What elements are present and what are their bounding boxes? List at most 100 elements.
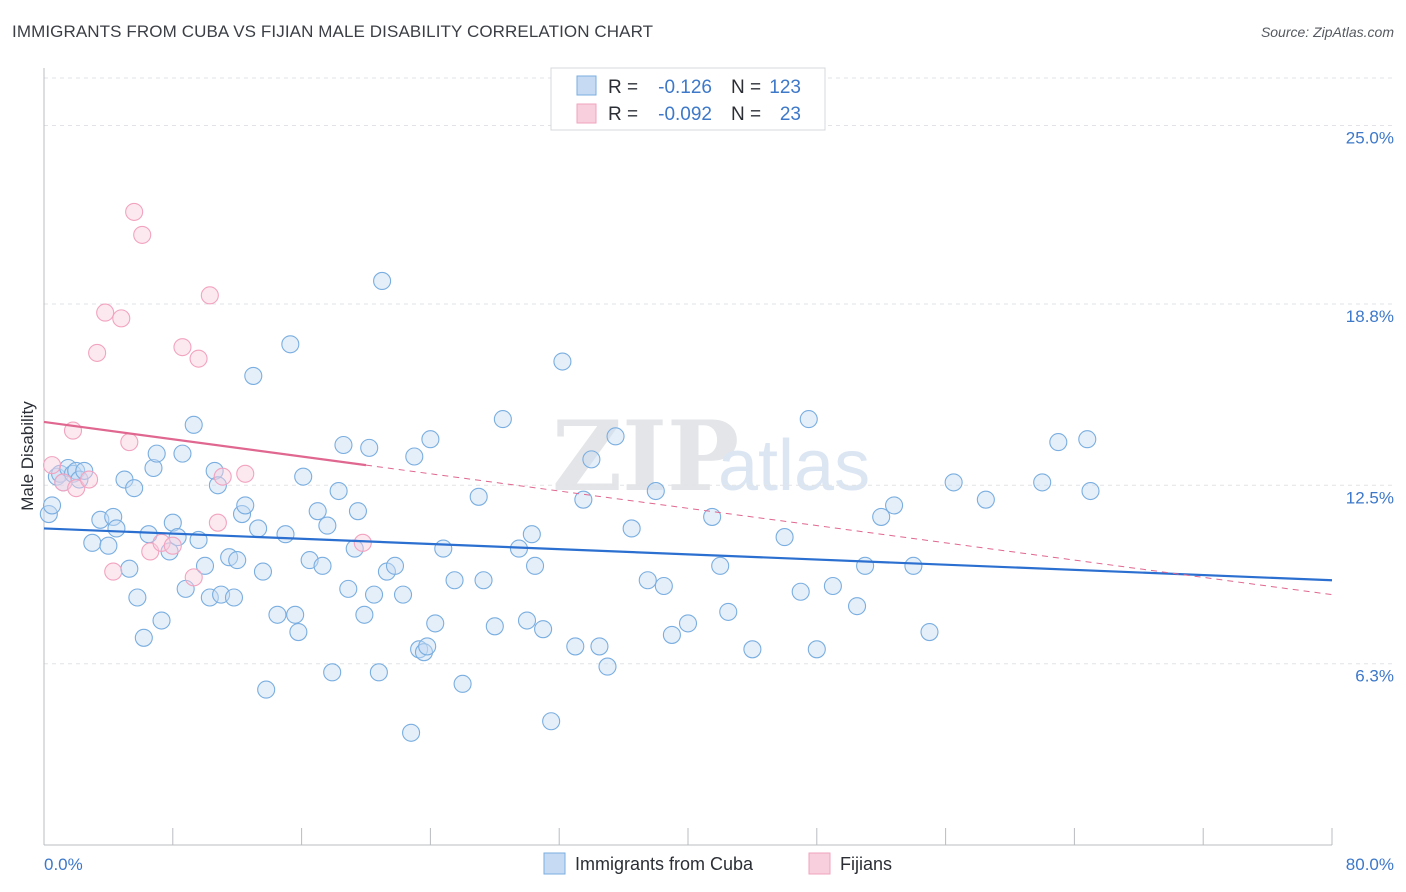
scatter-point xyxy=(257,680,276,699)
scatter-point xyxy=(791,582,810,601)
watermark-atlas: atlas xyxy=(718,426,870,506)
scatter-point xyxy=(534,620,553,639)
scatter-point xyxy=(1078,430,1097,449)
chart-title: IMMIGRANTS FROM CUBA VS FIJIAN MALE DISA… xyxy=(12,22,654,41)
scatter-point xyxy=(678,614,698,633)
scatter-point xyxy=(339,579,358,598)
scatter-point xyxy=(80,470,99,489)
scatter-point xyxy=(308,502,327,521)
scatter-point xyxy=(662,625,681,644)
scatter-point xyxy=(294,467,313,486)
scatter-point xyxy=(622,519,641,538)
trend-line-fijians xyxy=(43,420,367,467)
x-tick-label-max: 80.0% xyxy=(1346,855,1394,874)
scatter-point xyxy=(128,588,147,607)
scatter-point xyxy=(799,410,818,429)
scatter-point xyxy=(445,571,464,590)
scatter-point xyxy=(393,585,413,604)
scatter-point xyxy=(75,461,94,480)
scatter-point xyxy=(421,430,440,449)
trend-lines xyxy=(43,420,1333,596)
scatter-point xyxy=(453,674,472,693)
scatter-point xyxy=(920,622,939,642)
scatter-point xyxy=(184,415,203,434)
scatter-point xyxy=(244,366,263,385)
scatter-point xyxy=(249,519,268,538)
scatter-point xyxy=(152,611,171,630)
scatter-point xyxy=(152,533,171,552)
scatter-point xyxy=(373,271,392,291)
scatter-point xyxy=(253,562,273,581)
scatter-point xyxy=(334,435,353,455)
legend-cuba-r-value: -0.126 xyxy=(658,77,712,98)
scatter-point xyxy=(120,433,139,452)
scatter-point xyxy=(125,479,144,498)
scatter-point xyxy=(42,456,62,475)
scatter-point xyxy=(144,458,163,478)
scatter-point xyxy=(353,533,372,552)
scatter-point xyxy=(522,525,541,544)
scatter-point xyxy=(173,338,192,357)
scatter-point xyxy=(96,303,115,322)
stats-legend: R = -0.126 N = 123 R = -0.092 N = 23 xyxy=(550,67,826,131)
scatter-point xyxy=(42,496,62,515)
legend-fijians-r-label: R = xyxy=(608,104,638,125)
scatter-point xyxy=(872,507,891,526)
scatter-point xyxy=(646,481,665,501)
stats-legend-box xyxy=(550,67,826,131)
y-tick-label: 18.8% xyxy=(1346,307,1394,326)
scatter-point xyxy=(426,614,445,633)
scatter-point xyxy=(104,507,123,526)
scatter-point xyxy=(654,576,673,596)
scatter-point xyxy=(598,657,617,676)
bottom-legend-swatch-cuba xyxy=(543,852,566,875)
scatter-point xyxy=(414,643,434,662)
scatter-point xyxy=(173,444,192,463)
scatter-point xyxy=(434,539,453,558)
legend-swatch-cuba xyxy=(576,75,597,96)
scatter-point xyxy=(163,513,182,532)
scatter-point xyxy=(847,597,867,616)
scatter-point xyxy=(418,637,437,656)
scatter-point xyxy=(276,525,295,544)
scatter-point xyxy=(360,438,379,457)
scatter-point xyxy=(200,588,219,607)
scatter-point xyxy=(83,533,102,552)
scatter-point xyxy=(719,602,738,621)
scatter-point xyxy=(281,335,300,354)
scatter-point xyxy=(313,556,332,575)
series-legend: Immigrants from Cuba Fijians xyxy=(543,852,892,875)
scatter-point xyxy=(493,410,512,429)
scatter-point xyxy=(590,637,609,656)
scatter-point xyxy=(775,528,794,547)
scatter-point xyxy=(213,467,232,486)
legend-cuba-n-value: 123 xyxy=(769,77,801,98)
y-tick-labels: 6.3% 12.5% 18.8% 25.0% xyxy=(1346,129,1394,686)
scatter-point xyxy=(286,605,305,624)
scatter-point xyxy=(485,617,504,636)
scatter-point xyxy=(112,309,131,328)
x-axis-ticks xyxy=(43,828,1333,845)
scatter-point xyxy=(323,663,342,682)
scatter-point xyxy=(638,571,657,590)
scatter-point xyxy=(904,556,923,575)
scatter-point xyxy=(224,588,244,607)
scatter-point xyxy=(195,556,215,575)
scatter-point xyxy=(525,556,545,575)
scatter-point xyxy=(807,640,826,659)
scatter-point xyxy=(104,562,123,581)
scatter-point xyxy=(711,556,730,575)
source-label: Source: ZipAtlas.com xyxy=(1260,24,1394,40)
scatter-point xyxy=(402,723,421,742)
bottom-legend-label-fijians: Fijians xyxy=(840,854,892,874)
bottom-legend-swatch-fijians xyxy=(808,852,831,875)
legend-cuba-r-label: R = xyxy=(608,77,638,98)
scatter-point xyxy=(125,202,144,221)
scatter-point xyxy=(236,496,255,515)
scatter-point xyxy=(184,568,203,587)
scatter-point xyxy=(1033,473,1052,492)
legend-swatch-fijians xyxy=(576,103,597,124)
scatter-point xyxy=(385,556,405,575)
scatter-point xyxy=(405,447,424,466)
